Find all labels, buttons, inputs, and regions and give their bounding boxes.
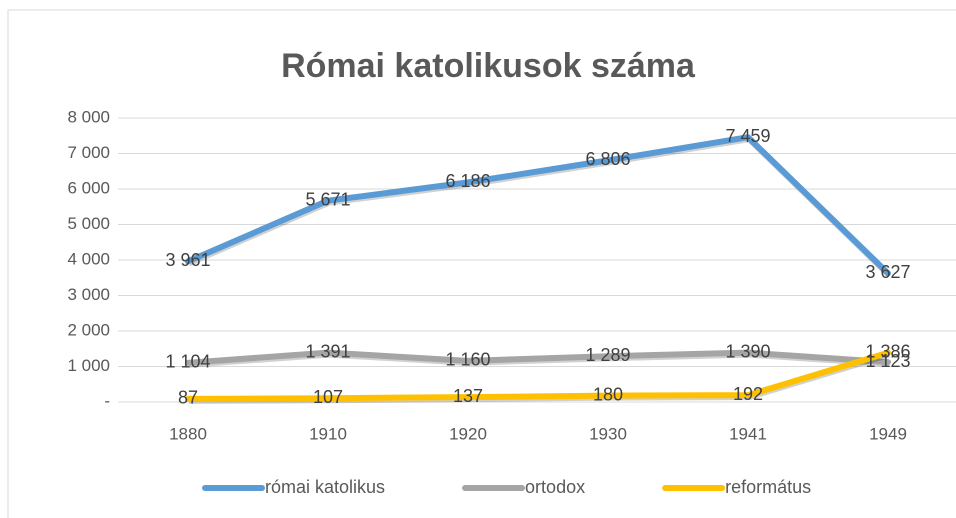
x-tick-label: 1920 [449,424,487,443]
legend-label: ortodox [525,477,585,497]
y-tick-label: 5 000 [67,214,110,233]
x-tick-label: 1941 [729,424,767,443]
series-line [185,349,891,402]
data-label: 1 391 [305,341,350,361]
data-label: 5 671 [305,189,350,209]
data-label: 1 160 [445,350,490,370]
data-label: 6 806 [585,149,630,169]
y-tick-label: 7 000 [67,143,110,162]
data-label: 7 459 [725,126,770,146]
data-label: 1 289 [585,345,630,365]
data-label: 192 [733,384,763,404]
data-label: 180 [593,384,623,404]
y-tick-label: 6 000 [67,178,110,197]
series-line [185,349,891,366]
data-label: 3 627 [865,262,910,282]
data-label: 1 123 [865,351,910,371]
legend-label: római katolikus [265,477,385,497]
chart-border [7,9,956,518]
x-tick-label: 1949 [869,424,907,443]
data-label: 107 [313,387,343,407]
y-tick-label: - [104,391,110,410]
data-label: 137 [453,386,483,406]
data-label: 3 961 [165,250,210,270]
legend-label: református [725,477,811,497]
x-tick-label: 1910 [309,424,347,443]
data-label: 1 386 [865,342,910,362]
data-label: 87 [178,388,198,408]
x-tick-label: 1930 [589,424,627,443]
y-tick-label: 2 000 [67,320,110,339]
y-tick-label: 8 000 [67,107,110,126]
data-label: 6 186 [445,171,490,191]
data-label: 1 104 [165,352,210,372]
y-tick-label: 4 000 [67,249,110,268]
series-line [185,134,891,277]
x-tick-label: 1880 [169,424,207,443]
y-tick-label: 1 000 [67,356,110,375]
data-label: 1 390 [725,341,770,361]
y-tick-label: 3 000 [67,285,110,304]
chart-title: Római katolikusok száma [281,47,696,85]
